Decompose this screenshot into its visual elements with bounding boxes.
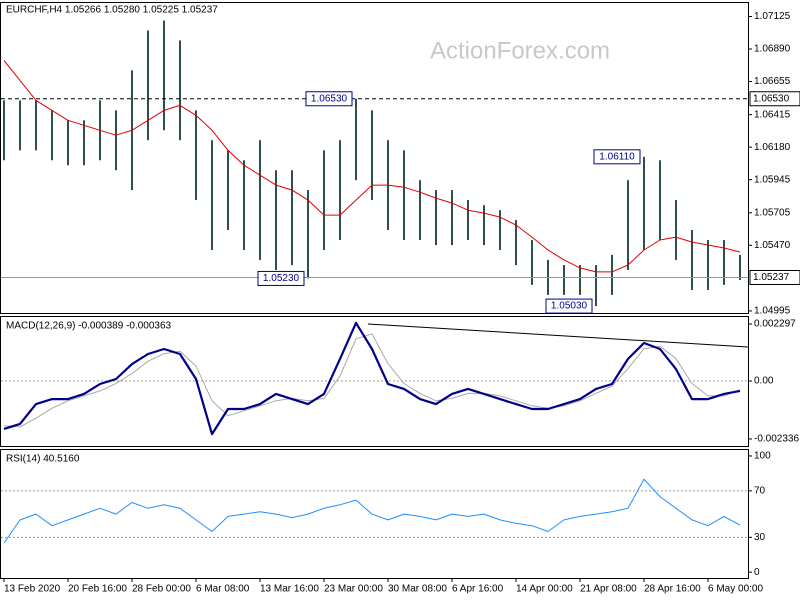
indicator-line — [3, 478, 741, 544]
price-title: EURCHF,H4 1.05266 1.05280 1.05225 1.0523… — [6, 5, 218, 16]
y-tick-label: 1.06415 — [754, 109, 791, 120]
x-tick-label: 28 Feb 00:00 — [132, 584, 191, 595]
price-annotation-box — [257, 270, 305, 286]
x-tick-label: 23 Mar 00:00 — [324, 584, 383, 595]
y-tick-label: 1.05705 — [754, 207, 791, 218]
y-tick-label: 0.00 — [754, 376, 774, 387]
level-label-box — [749, 91, 800, 107]
y-tick-label: 1.05470 — [754, 240, 791, 251]
price-annotation: 1.05230 — [263, 273, 300, 284]
y-tick-label: 1.06180 — [754, 142, 791, 153]
indicator-line — [3, 321, 741, 436]
y-tick-label: 30 — [754, 532, 766, 543]
moving-average — [3, 60, 741, 273]
price-annotation-box — [593, 149, 641, 165]
y-tick-label: 1.04995 — [754, 306, 791, 317]
price-annotation-box — [545, 298, 593, 314]
x-tick-label: 21 Apr 08:00 — [580, 584, 637, 595]
indicator-line — [3, 333, 741, 428]
y-tick-label: 0 — [754, 567, 760, 578]
price-annotation-box — [305, 91, 353, 107]
x-tick-label: 6 Apr 16:00 — [452, 584, 504, 595]
y-tick-label: 0.002297 — [754, 319, 796, 330]
y-tick-label: 70 — [754, 485, 766, 496]
price-annotation: 1.06110 — [599, 151, 635, 162]
rsi-title: RSI(14) 40.5160 — [6, 454, 80, 465]
panel-frame — [0, 2, 749, 314]
y-tick-label: 100 — [754, 451, 771, 462]
price-annotation: 1.05030 — [551, 301, 588, 312]
y-tick-label: -0.002336 — [754, 434, 799, 445]
panel-frame — [0, 449, 749, 579]
x-tick-label: 14 Apr 00:00 — [516, 584, 573, 595]
x-tick-label: 30 Mar 08:00 — [388, 584, 447, 595]
x-tick-label: 6 May 00:00 — [708, 584, 763, 595]
level-label-box — [749, 269, 800, 285]
level-label: 1.05237 — [753, 272, 790, 283]
x-tick-label: 13 Mar 16:00 — [260, 584, 319, 595]
x-tick-label: 20 Feb 16:00 — [68, 584, 127, 595]
y-tick-label: 1.06655 — [754, 76, 791, 87]
macd-title: MACD(12,26,9) -0.000389 -0.000363 — [6, 321, 172, 332]
level-label: 1.06530 — [753, 93, 790, 104]
x-tick-label: 6 Mar 08:00 — [196, 584, 250, 595]
watermark: ActionForex.com — [430, 37, 610, 64]
y-tick-label: 1.07125 — [754, 11, 791, 22]
price-annotation: 1.06530 — [311, 93, 348, 104]
trend-line — [367, 323, 749, 348]
x-tick-label: 13 Feb 2020 — [4, 584, 61, 595]
y-tick-label: 1.06890 — [754, 44, 791, 55]
y-tick-label: 1.05945 — [754, 174, 791, 185]
x-tick-label: 28 Apr 16:00 — [644, 584, 701, 595]
